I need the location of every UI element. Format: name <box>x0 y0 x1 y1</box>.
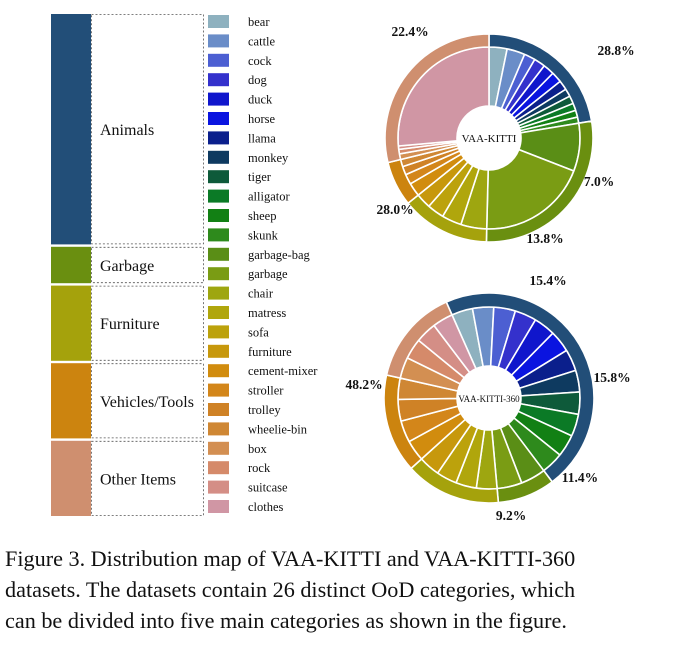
category-label: garbage-bag <box>248 248 311 262</box>
category-label: horse <box>248 112 276 126</box>
category-label: suitcase <box>248 481 288 495</box>
category-label: cattle <box>248 34 276 48</box>
category-swatch <box>208 403 229 416</box>
percentage-label: 15.8% <box>593 370 630 385</box>
category-label: trolley <box>248 403 281 417</box>
category-label: alligator <box>248 190 290 204</box>
inner-slice <box>397 46 490 147</box>
category-swatch <box>208 267 229 281</box>
figure-caption: Figure 3. Distribution map of VAA-KITTI … <box>5 543 695 636</box>
category-swatch <box>208 112 229 125</box>
pie-title: VAA-KITTI <box>462 133 517 145</box>
category-label: rock <box>248 461 271 475</box>
category-swatch <box>208 364 229 378</box>
pie-2: VAA-KITTI-360 48.2% 9.2% 11.4% 15.8% 15.4% <box>345 273 630 523</box>
category-swatch <box>208 480 229 494</box>
group-bracket <box>91 14 204 245</box>
group-swatch <box>51 363 91 439</box>
category-legend: bear cattle cock dog duck horse llama monkey tig… <box>208 15 318 514</box>
caption-line-1: Figure 3. Distribution map of VAA-KITTI … <box>5 546 576 571</box>
category-label: bear <box>248 15 270 29</box>
group-label: Furniture <box>100 316 160 333</box>
group-label: Garbage <box>100 258 154 275</box>
category-label: garbage <box>248 267 288 281</box>
category-label: chair <box>248 287 274 301</box>
outer-slice <box>385 301 454 380</box>
group-swatch <box>51 14 91 245</box>
category-label: tiger <box>248 170 272 184</box>
category-swatch <box>208 383 229 397</box>
caption-line-2: datasets. The datasets contain 26 distin… <box>5 577 576 602</box>
category-label: dog <box>248 73 268 87</box>
pie-charts: VAA-KITTI22.4%28.0%13.8%7.0%28.8%VAA-KIT… <box>345 24 634 523</box>
category-swatch <box>208 306 229 319</box>
percentage-label: 22.4% <box>391 24 428 39</box>
category-swatch <box>208 150 229 164</box>
category-label: stroller <box>248 384 284 398</box>
category-swatch <box>208 170 229 184</box>
category-swatch <box>208 73 229 87</box>
group-swatch <box>51 440 91 516</box>
category-swatch <box>208 422 229 436</box>
category-swatch <box>208 441 229 455</box>
group-bracket <box>91 440 204 516</box>
pie-1: VAA-KITTI 22.4% 28.0% 13.8% 7.0% 28.8% <box>376 24 634 246</box>
category-swatch <box>208 209 229 222</box>
category-swatch <box>208 461 229 475</box>
category-label: monkey <box>248 151 289 165</box>
category-label: llama <box>248 131 276 145</box>
category-swatch <box>208 247 229 261</box>
category-swatch <box>208 500 229 513</box>
category-label: wheelie-bin <box>248 422 308 436</box>
group-label: Vehicles/Tools <box>100 394 194 411</box>
group-swatch <box>51 246 91 284</box>
caption-line-3: can be divided into five main categories… <box>5 608 567 633</box>
group-swatch <box>51 285 91 361</box>
percentage-label: 28.0% <box>376 202 413 217</box>
category-label: furniture <box>248 345 292 359</box>
group-bracket <box>91 285 204 361</box>
category-swatch <box>208 92 229 106</box>
category-swatch <box>208 344 229 358</box>
percentage-label: 7.0% <box>584 174 614 189</box>
category-swatch <box>208 34 229 48</box>
outer-slice <box>384 33 490 164</box>
category-swatch <box>208 15 229 28</box>
percentage-label: 9.2% <box>496 508 526 523</box>
category-swatch <box>208 286 229 300</box>
percentage-label: 28.8% <box>597 43 634 58</box>
category-label: sheep <box>248 209 276 223</box>
category-swatch <box>208 131 229 145</box>
group-label: Animals <box>100 122 154 139</box>
category-label: cock <box>248 54 272 68</box>
pie-title: VAA-KITTI-360 <box>458 394 520 404</box>
group-legend: Animals Garbage Furniture Vehicles/Tools Oth… <box>51 14 204 516</box>
percentage-label: 13.8% <box>526 231 563 246</box>
category-label: clothes <box>248 500 284 514</box>
group-bracket <box>91 246 204 284</box>
percentage-label: 11.4% <box>562 470 598 485</box>
category-label: cement-mixer <box>248 364 318 378</box>
category-swatch <box>208 189 229 203</box>
distribution-figure: Animals Garbage Furniture Vehicles/Tools Oth… <box>51 14 635 523</box>
category-swatch <box>208 325 229 339</box>
category-label: sofa <box>248 325 269 339</box>
percentage-label: 48.2% <box>345 377 382 392</box>
group-bracket <box>91 363 204 439</box>
category-label: duck <box>248 93 273 107</box>
group-label: Other Items <box>100 471 176 488</box>
percentage-label: 15.4% <box>529 273 566 288</box>
category-label: skunk <box>248 228 279 242</box>
category-swatch <box>208 53 229 67</box>
category-label: box <box>248 442 268 456</box>
category-label: matress <box>248 306 286 320</box>
category-swatch <box>208 228 229 242</box>
